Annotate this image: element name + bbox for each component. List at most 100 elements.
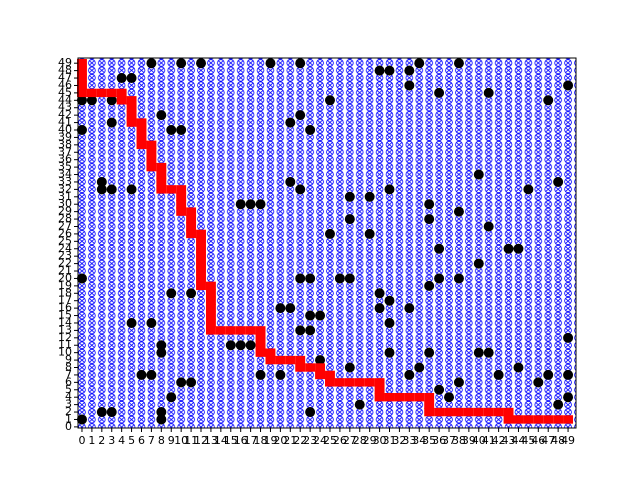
x-tick-label: 45 bbox=[521, 434, 535, 447]
y-tick-label: 27 bbox=[58, 219, 72, 232]
y-tick-label: 6 bbox=[65, 375, 72, 388]
obstacle bbox=[453, 377, 464, 388]
path-cell bbox=[394, 392, 405, 402]
path-cell bbox=[146, 162, 157, 172]
obstacle bbox=[374, 65, 385, 76]
y-tick-label: 30 bbox=[58, 197, 72, 210]
obstacle bbox=[106, 95, 117, 106]
obstacle bbox=[424, 280, 435, 291]
obstacle bbox=[176, 58, 187, 69]
obstacle bbox=[106, 117, 117, 128]
obstacle bbox=[146, 317, 157, 328]
path-cell bbox=[205, 311, 216, 320]
obstacle bbox=[563, 80, 574, 91]
obstacle bbox=[473, 258, 484, 269]
path-cell bbox=[136, 133, 147, 142]
x-tick-label: 46 bbox=[531, 434, 545, 447]
obstacle bbox=[404, 65, 415, 76]
path-cell bbox=[186, 229, 197, 239]
x-tick-label: 17 bbox=[244, 434, 258, 447]
path-cell bbox=[473, 407, 484, 417]
obstacle bbox=[136, 369, 147, 380]
path-cell bbox=[156, 177, 167, 187]
obstacle bbox=[483, 347, 494, 358]
path-cell bbox=[86, 88, 97, 98]
y-tick-label: 49 bbox=[58, 56, 72, 69]
y-tick-label: 7 bbox=[65, 368, 72, 381]
y-tick-label: 45 bbox=[58, 86, 72, 99]
path-cell bbox=[315, 363, 326, 372]
x-tick-label: 19 bbox=[263, 434, 277, 447]
path-cell bbox=[176, 192, 187, 202]
obstacle bbox=[344, 191, 355, 202]
obstacle bbox=[76, 95, 87, 106]
y-tick-label: 29 bbox=[58, 205, 72, 218]
x-tick-label: 3 bbox=[108, 434, 115, 447]
obstacle bbox=[424, 347, 435, 358]
y-tick-label: 8 bbox=[65, 361, 72, 374]
path-cell bbox=[146, 148, 157, 157]
x-tick-label: 39 bbox=[462, 434, 476, 447]
obstacle bbox=[434, 87, 445, 98]
obstacle bbox=[196, 58, 207, 69]
x-tick-label: 27 bbox=[343, 434, 357, 447]
path-cell bbox=[156, 185, 167, 194]
path-cell bbox=[404, 392, 415, 402]
y-tick-label: 34 bbox=[58, 168, 72, 181]
path-cell bbox=[344, 378, 355, 387]
y-tick-label: 17 bbox=[58, 294, 72, 307]
x-tick-label: 47 bbox=[541, 434, 555, 447]
obstacle bbox=[156, 340, 167, 351]
path-cell bbox=[434, 407, 445, 417]
obstacle bbox=[176, 124, 187, 135]
obstacle bbox=[404, 303, 415, 314]
y-tick-label: 9 bbox=[65, 353, 72, 366]
obstacle bbox=[305, 407, 316, 418]
x-tick-label: 28 bbox=[353, 434, 367, 447]
obstacle bbox=[146, 369, 157, 380]
obstacle bbox=[166, 124, 177, 135]
obstacle bbox=[235, 340, 246, 351]
path-cell bbox=[265, 355, 276, 365]
x-tick-label: 32 bbox=[392, 434, 406, 447]
obstacle bbox=[424, 199, 435, 210]
obstacle bbox=[453, 273, 464, 284]
y-tick-label: 22 bbox=[58, 257, 72, 270]
path-cell bbox=[295, 363, 306, 372]
path-cell bbox=[205, 318, 216, 328]
x-tick-label: 4 bbox=[118, 434, 125, 447]
y-tick-label: 44 bbox=[58, 93, 72, 106]
path-cell bbox=[285, 355, 296, 365]
y-tick-label: 33 bbox=[58, 175, 72, 188]
path-cell bbox=[146, 140, 157, 150]
obstacle bbox=[86, 95, 97, 106]
y-tick-label: 40 bbox=[58, 123, 72, 136]
obstacle bbox=[126, 184, 137, 195]
obstacle bbox=[96, 184, 107, 195]
obstacle bbox=[453, 58, 464, 69]
obstacle bbox=[384, 347, 395, 358]
x-tick-label: 22 bbox=[293, 434, 307, 447]
obstacle bbox=[255, 199, 266, 210]
path-cell bbox=[334, 378, 345, 387]
obstacle bbox=[315, 310, 326, 321]
obstacle bbox=[106, 407, 117, 418]
x-tick-label: 42 bbox=[492, 434, 506, 447]
obstacle bbox=[344, 362, 355, 373]
path-cell bbox=[305, 363, 316, 372]
x-tick-label: 16 bbox=[234, 434, 248, 447]
path-cell bbox=[196, 229, 206, 239]
path-cell bbox=[126, 118, 137, 127]
y-tick-label: 20 bbox=[58, 271, 72, 284]
path-cell bbox=[265, 348, 276, 357]
obstacle bbox=[76, 124, 87, 135]
x-tick-label: 49 bbox=[561, 434, 575, 447]
obstacle bbox=[404, 369, 415, 380]
path-cell bbox=[146, 155, 157, 164]
obstacle bbox=[235, 199, 246, 210]
obstacle bbox=[106, 184, 117, 195]
obstacle bbox=[543, 369, 554, 380]
path-cell bbox=[196, 274, 206, 283]
y-tick-label: 12 bbox=[58, 331, 72, 344]
obstacle bbox=[96, 407, 107, 418]
